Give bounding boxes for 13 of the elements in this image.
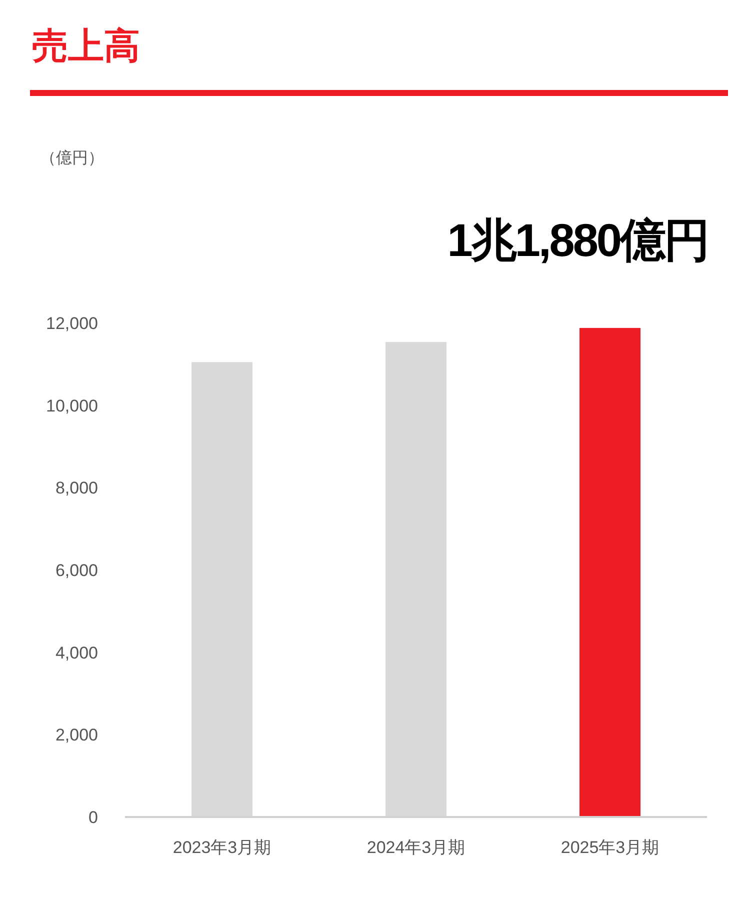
y-tick-label: 12,000 [46,314,98,333]
y-tick-label: 10,000 [46,396,98,416]
x-tick-label: 2025年3月期 [560,838,660,857]
title: 売上高 [32,25,140,66]
text: 1兆1,880億円 [447,214,708,266]
y-tick-label: 4,000 [55,643,98,662]
text: （億円） [40,149,104,167]
y-tick-label: 0 [88,808,98,827]
y-tick-label: 6,000 [55,561,98,580]
x-tick-label: 2024年3月期 [366,838,466,857]
y-tick-label: 2,000 [55,726,98,745]
x-tick-label: 2023年3月期 [172,838,272,857]
y-tick-label: 8,000 [55,478,98,498]
